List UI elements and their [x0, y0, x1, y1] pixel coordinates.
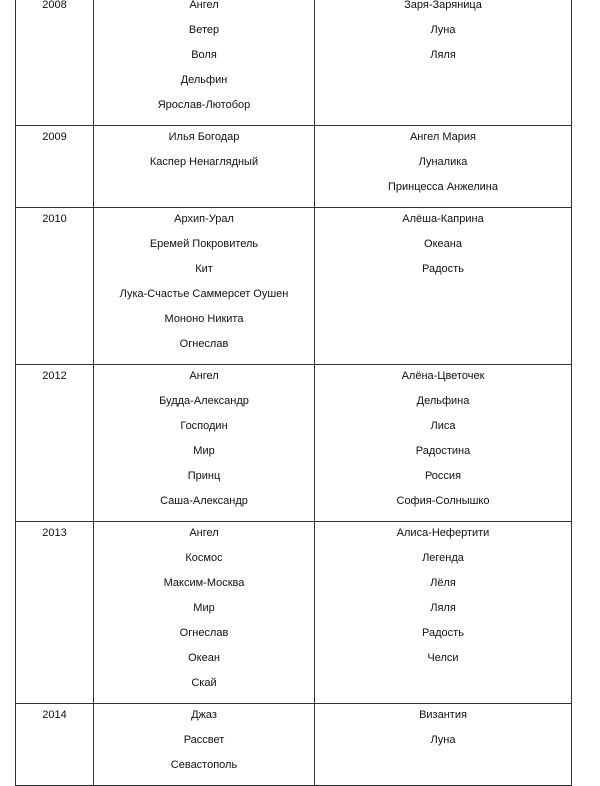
girls-names-cell: Заря-Заряница Луна Ляля	[314, 0, 572, 126]
table-row: 2014 Джаз Рассвет Севастополь Византия Луна	[15, 703, 572, 786]
table-row: 2013 Ангел Космос Максим-Москва Мир Огнеслав О…	[15, 521, 572, 704]
table-row: 2012 Ангел Будда-Александр Господин Мир Принц…	[15, 364, 572, 522]
year-cell: 2012	[15, 364, 94, 522]
name-item: Ляля	[430, 602, 456, 614]
name-item: Лука-Счастье Саммерсет Оушен	[119, 288, 289, 300]
name-item: Ярослав-Лютобор	[157, 99, 251, 111]
name-item: Ветер	[188, 24, 220, 36]
table-row: 2008 Ангел Ветер Воля Дельфин Ярослав-Лютобор…	[15, 0, 572, 126]
name-item: Принц	[187, 470, 221, 482]
name-item: Радость	[422, 627, 464, 639]
name-item: София-Солнышко	[396, 495, 490, 507]
names-table-container: 2008 Ангел Ветер Воля Дельфин Ярослав-Лютобор…	[15, 0, 572, 786]
year-label: 2013	[42, 527, 67, 539]
year-label: 2009	[42, 131, 67, 143]
name-item: Заря-Заряница	[404, 0, 482, 11]
name-item: Океан	[188, 652, 220, 664]
girls-names-cell: Византия Луна	[314, 703, 572, 786]
boys-names-cell: Ангел Ветер Воля Дельфин Ярослав-Лютобор	[93, 0, 315, 126]
year-cell: 2010	[15, 207, 94, 365]
name-item: Севастополь	[170, 759, 238, 771]
year-label: 2008	[42, 0, 67, 11]
boys-names-cell: Джаз Рассвет Севастополь	[93, 703, 315, 786]
name-item: Саша-Александр	[160, 495, 248, 507]
name-item: Алёша-Каприна	[402, 213, 484, 225]
name-item: Принцесса Анжелина	[388, 181, 498, 193]
table-row: 2009 Илья Богодар Каспер Ненаглядный Ангел …	[15, 125, 572, 208]
name-item: Лёля	[430, 577, 456, 589]
names-table: 2008 Ангел Ветер Воля Дельфин Ярослав-Лютобор…	[15, 0, 572, 786]
year-cell: 2013	[15, 521, 94, 704]
name-item: Луна	[430, 24, 456, 36]
year-cell: 2009	[15, 125, 94, 208]
name-item: Воля	[191, 49, 217, 61]
name-item: Луна	[430, 734, 456, 746]
name-item: Мир	[193, 602, 215, 614]
name-item: Будда-Александр	[159, 395, 249, 407]
name-item: Каспер Ненаглядный	[149, 156, 259, 168]
name-item: Максим-Москва	[163, 577, 245, 589]
name-item: Мононо Никита	[164, 313, 244, 325]
table-row: 2010 Архип-Урал Еремей Покровитель Кит Лука-…	[15, 207, 572, 365]
name-item: Легенда	[422, 552, 464, 564]
name-item: Скай	[191, 677, 217, 689]
name-item: Огнеслав	[179, 338, 229, 350]
name-item: Космос	[185, 552, 223, 564]
name-item: Ангел	[189, 527, 219, 539]
boys-names-cell: Ангел Космос Максим-Москва Мир Огнеслав Океан…	[93, 521, 315, 704]
name-item: Архип-Урал	[174, 213, 234, 225]
year-cell: 2014	[15, 703, 94, 786]
name-item: Ангел	[189, 370, 219, 382]
name-item: Радость	[422, 263, 464, 275]
name-item: Мир	[193, 445, 215, 457]
boys-names-cell: Архип-Урал Еремей Покровитель Кит Лука-Счас…	[93, 207, 315, 365]
year-cell: 2008	[15, 0, 94, 126]
name-item: Византия	[419, 709, 467, 721]
name-item: Илья Богодар	[168, 131, 240, 143]
name-item: Ангел	[189, 0, 219, 11]
girls-names-cell: Алёна-Цветочек Дельфина Лиса Радостина Росси…	[314, 364, 572, 522]
names-table-body: 2008 Ангел Ветер Воля Дельфин Ярослав-Лютобор…	[15, 0, 572, 786]
name-item: Ляля	[430, 49, 456, 61]
name-item: Луналика	[418, 156, 468, 168]
name-item: Россия	[424, 470, 462, 482]
name-item: Кит	[195, 263, 213, 275]
name-item: Джаз	[191, 709, 217, 721]
name-item: Еремей Покровитель	[149, 238, 259, 250]
name-item: Челси	[427, 652, 459, 664]
boys-names-cell: Ангел Будда-Александр Господин Мир Принц Саша…	[93, 364, 315, 522]
name-item: Дельфин	[180, 74, 228, 86]
name-item: Огнеслав	[179, 627, 229, 639]
name-item: Радостина	[415, 445, 471, 457]
name-item: Дельфина	[416, 395, 470, 407]
name-item: Ангел Мария	[409, 131, 477, 143]
girls-names-cell: Алёша-Каприна Океана Радость	[314, 207, 572, 365]
girls-names-cell: Ангел Мария Луналика Принцесса Анжелина	[314, 125, 572, 208]
year-label: 2014	[42, 709, 67, 721]
year-label: 2010	[42, 213, 67, 225]
name-item: Океана	[424, 238, 462, 250]
year-label: 2012	[42, 370, 67, 382]
name-item: Алёна-Цветочек	[401, 370, 485, 382]
name-item: Алиса-Нефертити	[396, 527, 490, 539]
name-item: Лиса	[430, 420, 456, 432]
name-item: Господин	[180, 420, 228, 432]
boys-names-cell: Илья Богодар Каспер Ненаглядный	[93, 125, 315, 208]
girls-names-cell: Алиса-Нефертити Легенда Лёля Ляля Радость Чел…	[314, 521, 572, 704]
name-item: Рассвет	[183, 734, 225, 746]
